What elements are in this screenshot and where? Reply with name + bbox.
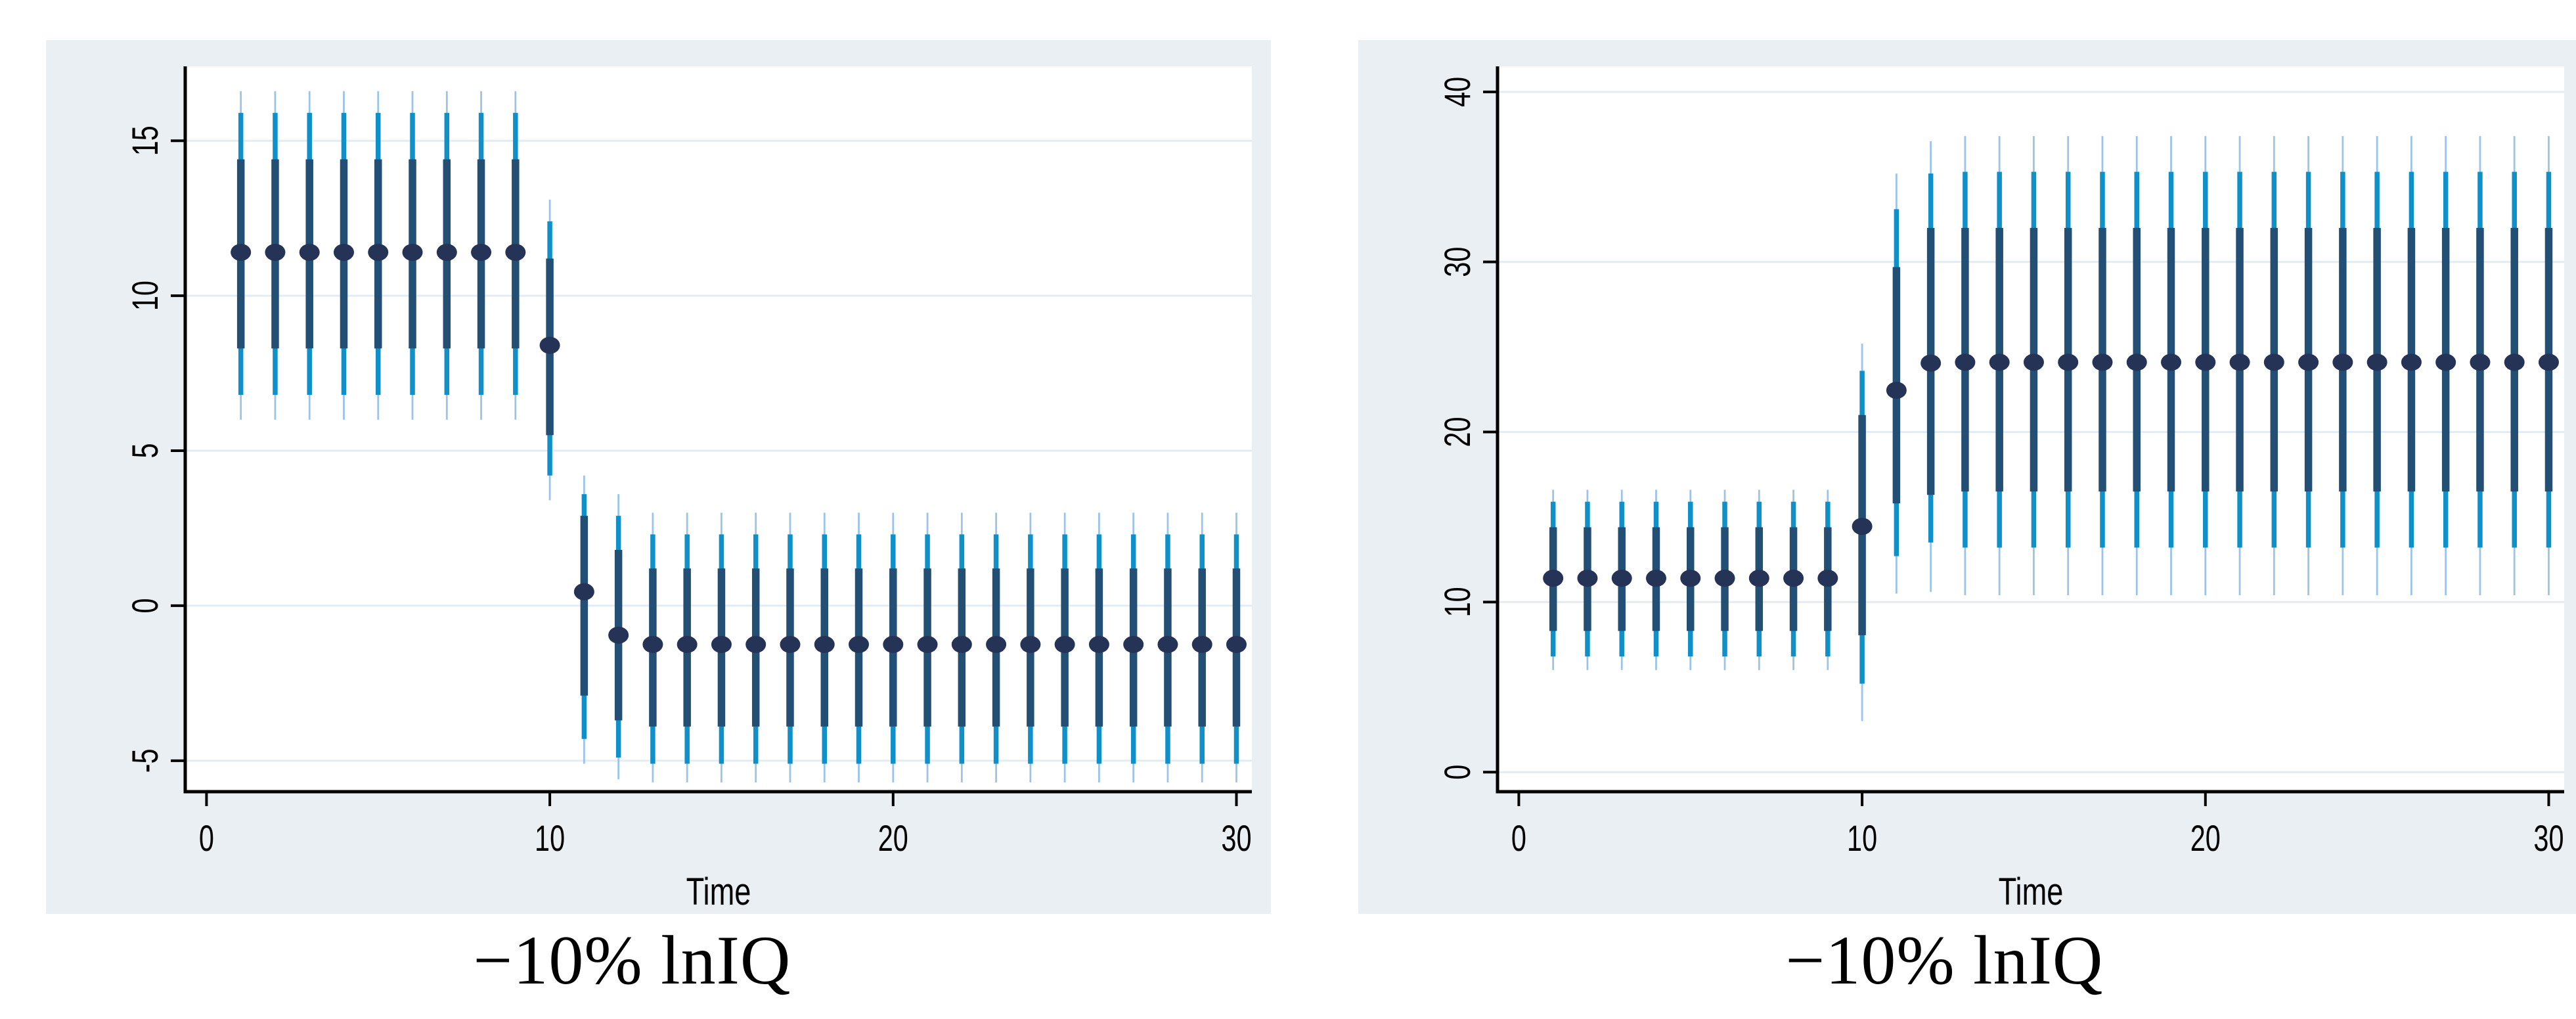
y-tick-label: -5 [125,748,166,773]
estimate-marker [1783,570,1804,587]
estimate-marker [849,635,870,653]
x-axis-title: Time [1999,871,2064,914]
x-tick-label: 0 [199,818,214,859]
estimate-marker [2058,353,2079,371]
estimate-marker [2263,353,2284,371]
y-tick-label: 0 [125,598,166,613]
estimate-marker [677,635,698,653]
estimate-marker [642,635,663,653]
estimate-marker [2470,353,2491,371]
y-tick-label: 5 [125,443,166,459]
x-tick-label: 10 [535,818,565,859]
y-tick-label: 0 [1437,765,1478,780]
estimate-marker [917,635,938,653]
estimate-marker [2332,353,2353,371]
estimate-marker [1955,353,1976,371]
axes [1496,66,2564,794]
estimate-marker [2229,353,2250,371]
x-tick-labels: 0 10 20 30 [1511,792,2564,859]
estimate-marker [2538,353,2559,371]
estimate-marker [1191,635,1212,653]
x-tick-label: 30 [1221,818,1251,859]
estimate-marker [333,244,354,261]
x-tick-label: 30 [2533,818,2564,859]
estimate-marker [986,635,1007,653]
estimate-marker [505,244,526,261]
estimate-marker [1989,353,2010,371]
x-tick-label: 20 [878,818,908,859]
left-chart-panel: -5 0 5 10 15 0 10 20 30 Time [46,40,1271,914]
y-tick-labels: 0 10 20 30 40 [1437,77,1498,780]
estimate-marker [951,635,972,653]
x-tick-label: 0 [1511,818,1526,859]
estimate-marker [1123,635,1144,653]
point-estimates [231,244,1247,653]
estimate-marker [573,583,594,600]
y-tick-label: 10 [1437,587,1478,617]
estimate-marker [1157,635,1178,653]
y-tick-label: 40 [1437,77,1478,107]
axes [183,66,1252,794]
estimate-marker [814,635,835,653]
estimate-marker [539,336,560,354]
estimate-marker [2298,353,2319,371]
x-tick-label: 20 [2190,818,2221,859]
x-axis-title: Time [686,871,751,914]
estimate-marker [2023,353,2044,371]
y-tick-label: 30 [1437,247,1478,277]
estimate-marker [1543,570,1564,587]
right-errorbar-chart-svg: 0 10 20 30 40 0 10 20 30 Time [1358,40,2576,914]
estimate-marker [1088,635,1109,653]
estimate-marker [402,244,423,261]
right-chart-panel: 0 10 20 30 40 0 10 20 30 Time [1358,40,2576,914]
estimate-marker [1852,518,1873,535]
estimate-marker [2401,353,2422,371]
estimate-marker [2126,353,2147,371]
estimate-marker [265,244,286,261]
estimate-marker [299,244,320,261]
estimate-marker [1921,354,1942,372]
estimate-marker [1645,570,1666,587]
y-tick-label: 20 [1437,417,1478,447]
estimate-marker [471,244,492,261]
right-chart-caption: −10% lnIQ [1785,922,2104,999]
estimate-marker [745,635,766,653]
estimate-marker [1020,635,1041,653]
estimate-marker [2195,353,2216,371]
estimate-marker [883,635,904,653]
left-errorbar-chart-svg: -5 0 5 10 15 0 10 20 30 Time [46,40,1271,914]
estimate-marker [2366,353,2387,371]
estimate-marker [2161,353,2182,371]
estimate-marker [2504,353,2525,371]
estimate-marker [1054,635,1075,653]
estimate-marker [1680,570,1701,587]
estimate-marker [1886,382,1907,399]
estimate-marker [436,244,457,261]
x-tick-labels: 0 10 20 30 [199,792,1252,859]
point-estimates [1543,353,2559,587]
y-tick-label: 10 [125,281,166,311]
estimate-marker [1577,570,1598,587]
y-tick-label: 15 [125,125,166,156]
estimate-marker [1611,570,1632,587]
estimate-marker [1714,570,1735,587]
estimate-marker [780,635,801,653]
estimate-marker [1817,570,1838,587]
estimate-marker [1748,570,1769,587]
estimate-marker [231,244,252,261]
estimate-marker [608,626,629,644]
estimate-marker [1226,635,1247,653]
x-tick-label: 10 [1847,818,1877,859]
estimate-marker [368,244,389,261]
estimate-marker [2092,353,2113,371]
left-chart-caption: −10% lnIQ [473,922,791,999]
y-tick-labels: -5 0 5 10 15 [125,125,185,773]
estimate-marker [711,635,732,653]
estimate-marker [2435,353,2456,371]
